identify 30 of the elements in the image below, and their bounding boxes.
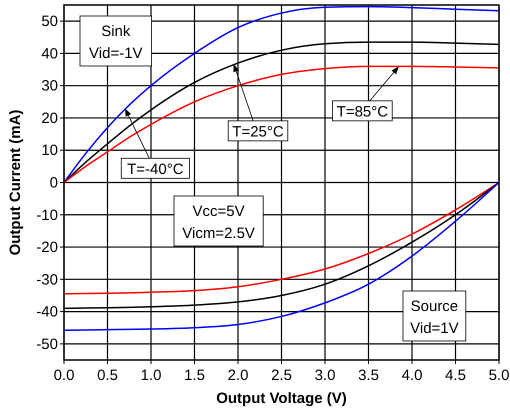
- annotation: Source Vid=1V: [410, 298, 459, 337]
- x-tick-label: 2.5: [271, 367, 292, 384]
- y-tick-label: -30: [36, 271, 58, 288]
- y-tick-label: -50: [36, 336, 58, 353]
- y-tick-label: 50: [41, 13, 58, 30]
- x-tick-label: 1.0: [140, 367, 162, 384]
- x-axis-title: Output Voltage (V): [216, 390, 347, 407]
- x-tick-label: 2.0: [228, 367, 248, 384]
- annotation: T=85°C: [336, 103, 388, 120]
- x-tick-label: 5.0: [488, 367, 510, 384]
- annotation: Sink Vid=-1V: [89, 23, 143, 62]
- x-tick-label: 3.5: [358, 367, 379, 384]
- y-axis-title: Output Current (mA): [7, 110, 24, 256]
- x-tick-label: 0.5: [97, 367, 118, 384]
- annotation: Vcc=5V Vicm=2.5V: [182, 203, 255, 242]
- annotation: T=25°C: [232, 123, 284, 140]
- x-tick-label: 4.0: [402, 367, 422, 384]
- y-tick-label: 40: [41, 45, 58, 62]
- y-tick-label: -40: [36, 304, 58, 321]
- x-tick-label: 1.5: [184, 367, 205, 384]
- x-tick-label: 3.0: [314, 367, 336, 384]
- y-tick-label: -20: [36, 239, 58, 256]
- y-tick-label: 10: [41, 142, 58, 160]
- y-tick-label: -10: [36, 206, 58, 224]
- x-tick-label: 4.5: [445, 367, 466, 384]
- y-tick-label: 20: [41, 110, 58, 127]
- y-tick-label: 30: [41, 78, 58, 95]
- y-tick-label: 0: [50, 174, 58, 192]
- x-tick-label: 0.0: [54, 367, 74, 384]
- annotation: T=-40°C: [127, 160, 184, 178]
